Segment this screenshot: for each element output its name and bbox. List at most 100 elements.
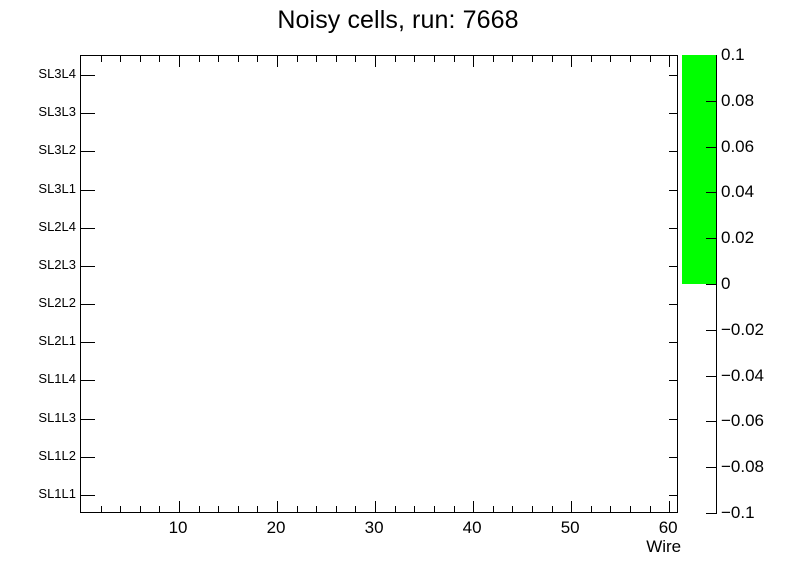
x-axis-tick-top <box>100 56 102 62</box>
x-axis-tick-top <box>120 56 122 62</box>
colorbar-tick <box>706 284 717 285</box>
x-axis-tick-top <box>316 56 318 62</box>
x-axis-tick-minor <box>159 506 161 512</box>
y-axis-tick <box>81 227 95 229</box>
colorbar-tick <box>706 375 717 377</box>
x-axis-tick-minor <box>198 506 200 512</box>
x-axis-tick-minor <box>414 506 416 512</box>
x-axis-tick-top <box>453 56 455 62</box>
y-axis-tick <box>81 113 95 115</box>
x-axis-tick-minor <box>492 506 494 512</box>
x-axis-tick-major <box>669 501 671 512</box>
x-axis-tick-minor <box>453 506 455 512</box>
x-axis-tick-top <box>629 56 631 62</box>
x-axis-tick-minor <box>100 506 102 512</box>
y-axis-tick-label: SL3L1 <box>38 180 76 196</box>
x-axis-tick-minor <box>237 506 239 512</box>
x-axis-tick-label: 50 <box>560 518 580 537</box>
x-axis-tick-label: 30 <box>364 518 384 537</box>
colorbar-tick-label: −0.04 <box>721 365 765 385</box>
colorbar-tick <box>706 513 717 514</box>
y-axis-tick-right <box>669 380 677 382</box>
x-axis-tick-top <box>277 56 279 67</box>
x-axis-tick-top <box>335 56 337 62</box>
x-axis-tick-top <box>531 56 533 62</box>
y-axis-tick-right <box>669 189 677 191</box>
x-axis-tick-minor <box>649 506 651 512</box>
colorbar-tick-label: 0 <box>721 274 731 293</box>
y-axis-tick <box>81 494 95 496</box>
x-axis-tick-top <box>610 56 612 62</box>
x-axis-tick-major <box>277 501 279 512</box>
x-axis-tick-major <box>179 501 181 512</box>
x-axis-tick-top <box>198 56 200 62</box>
x-axis-tick-top <box>159 56 161 62</box>
y-axis-tick-label: SL2L4 <box>38 218 76 234</box>
page-title: Noisy cells, run: 7668 <box>277 6 519 34</box>
x-axis-tick-minor <box>316 506 318 512</box>
y-axis-tick-right <box>669 113 677 115</box>
y-axis-tick <box>81 75 95 77</box>
x-axis-tick-top <box>512 56 514 62</box>
y-axis-tick-label: SL2L2 <box>38 295 76 311</box>
y-axis-tick <box>81 380 95 382</box>
x-axis-tick-minor <box>512 506 514 512</box>
colorbar-axis <box>706 55 717 514</box>
x-axis-tick-top <box>473 56 475 67</box>
x-axis-tick-top <box>375 56 377 67</box>
y-axis-tick-right <box>669 418 677 420</box>
y-axis-tick-right <box>669 265 677 267</box>
x-axis-tick-minor <box>531 506 533 512</box>
x-axis-tick-top <box>414 56 416 62</box>
colorbar-tick-label: 0.1 <box>721 45 745 64</box>
x-axis-title: Wire <box>646 537 682 556</box>
x-axis-tick-top <box>139 56 141 62</box>
x-axis-tick-minor <box>610 506 612 512</box>
colorbar-tick <box>706 421 717 423</box>
y-axis-tick-right <box>669 456 677 458</box>
colorbar-tick-label: 0.04 <box>721 182 755 202</box>
colorbar-tick-label: 0.08 <box>721 90 755 110</box>
x-axis-tick-top <box>218 56 220 62</box>
colorbar-tick <box>706 100 717 102</box>
x-axis-tick-minor <box>551 506 553 512</box>
x-axis-tick-top <box>355 56 357 62</box>
x-axis-tick-top <box>394 56 396 62</box>
x-axis-tick-top <box>571 56 573 67</box>
x-axis-tick-top <box>179 56 181 67</box>
colorbar-tick <box>706 192 717 194</box>
x-axis-tick-label: 20 <box>266 518 286 537</box>
y-axis-tick-label: SL1L2 <box>38 447 76 463</box>
y-axis-tick-label: SL2L1 <box>38 333 76 349</box>
colorbar-fill <box>682 55 716 284</box>
x-axis-tick-minor <box>629 506 631 512</box>
y-axis-tick-right <box>669 227 677 229</box>
x-axis-tick-minor <box>257 506 259 512</box>
y-axis-tick-label: SL1L1 <box>38 485 76 501</box>
x-axis-tick-top <box>237 56 239 62</box>
colorbar-tick <box>706 467 717 469</box>
y-axis-tick <box>81 189 95 191</box>
y-axis-tick-right <box>669 304 677 306</box>
x-axis-tick-minor <box>218 506 220 512</box>
x-axis-tick-top <box>257 56 259 62</box>
x-axis-tick-minor <box>120 506 122 512</box>
x-axis-tick-minor <box>139 506 141 512</box>
x-axis-tick-top <box>492 56 494 62</box>
y-axis-tick-right <box>669 151 677 153</box>
x-axis-tick-minor <box>355 506 357 512</box>
x-axis-tick-label: 60 <box>658 518 678 537</box>
y-axis-tick <box>81 342 95 344</box>
x-axis-tick-top <box>433 56 435 62</box>
colorbar-tick <box>706 238 717 240</box>
y-axis-tick <box>81 151 95 153</box>
y-axis-tick-label: SL3L2 <box>38 142 76 158</box>
y-axis-tick <box>81 456 95 458</box>
y-axis-tick-label: SL1L4 <box>38 371 76 387</box>
colorbar-tick-label: 0.02 <box>721 228 755 248</box>
x-axis-tick-minor <box>433 506 435 512</box>
colorbar-tick <box>706 146 717 148</box>
colorbar-tick-label: −0.06 <box>721 411 765 431</box>
x-axis-tick-top <box>296 56 298 62</box>
